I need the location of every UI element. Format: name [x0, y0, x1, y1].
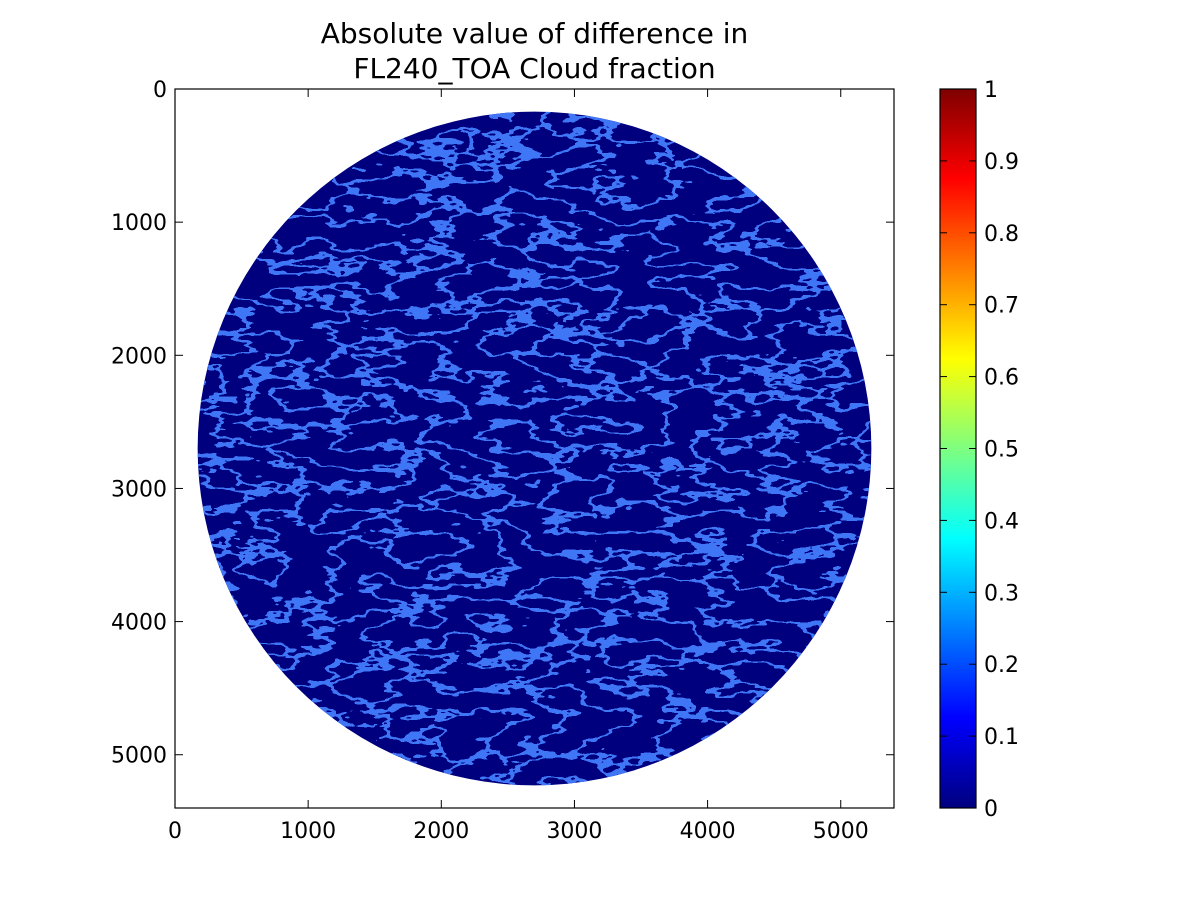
colorbar-tick-label: 0.6	[984, 366, 1019, 391]
x-tick-label: 1000	[280, 819, 336, 844]
y-tick-label: 4000	[111, 611, 167, 636]
x-tick-label: 0	[168, 819, 182, 844]
colorbar-tick-label: 0.5	[984, 438, 1019, 463]
colorbar-tick-label: 0.7	[984, 294, 1019, 319]
colorbar-ticks: 0 0.1 0.2 0.3 0.4 0.5 0.6 0.7 0.8 0.9 1	[940, 78, 1019, 822]
colorbar-tick-label: 0	[984, 797, 998, 822]
x-tick-label: 2000	[413, 819, 469, 844]
difference-speckle	[197, 111, 872, 786]
earth-disk	[197, 111, 872, 786]
colorbar-tick-label: 0.9	[984, 150, 1019, 175]
y-axis: 0 1000 2000 3000 4000 5000	[111, 78, 894, 769]
y-tick-label: 3000	[111, 477, 167, 502]
colorbar-tick-label: 0.3	[984, 581, 1019, 606]
y-tick-label: 5000	[111, 744, 167, 769]
colorbar: 0 0.1 0.2 0.3 0.4 0.5 0.6 0.7 0.8 0.9 1	[939, 78, 1019, 822]
colorbar-tick-label: 1	[984, 78, 998, 103]
plot-frame	[174, 88, 895, 809]
chart-title-line-1: Absolute value of difference in	[320, 17, 749, 50]
x-tick-label: 3000	[546, 819, 602, 844]
y-tick-label: 0	[153, 78, 167, 103]
colorbar-tick-label: 0.1	[984, 725, 1019, 750]
x-tick-label: 4000	[680, 819, 736, 844]
y-tick-label: 1000	[111, 211, 167, 236]
colorbar-tick-label: 0.2	[984, 653, 1019, 678]
chart-title-line-2: FL240_TOA Cloud fraction	[353, 52, 716, 85]
x-tick-label: 5000	[813, 819, 869, 844]
colorbar-tick-label: 0.8	[984, 222, 1019, 247]
x-axis: 0 1000 2000 3000 4000 5000	[168, 89, 869, 844]
colorbar-tick-label: 0.4	[984, 509, 1019, 534]
y-tick-label: 2000	[111, 344, 167, 369]
